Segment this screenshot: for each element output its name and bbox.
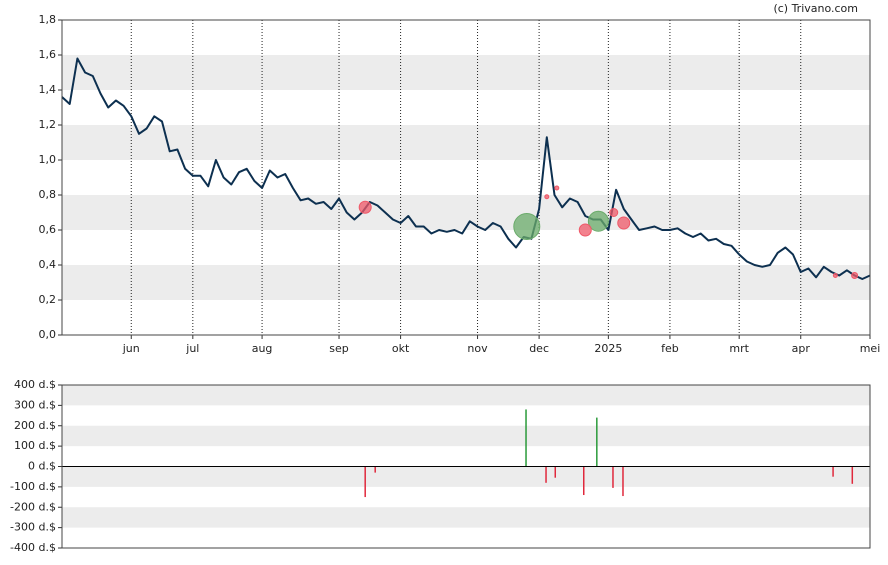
grid-band	[62, 385, 870, 406]
y-tick-label: 0,6	[39, 223, 57, 236]
y-tick-label: 1,2	[39, 118, 57, 131]
price-line	[61, 57, 871, 280]
y-tick-label: 100 d.$	[14, 439, 56, 452]
y-tick-label: 0,4	[39, 258, 57, 271]
y-tick-label: 1,0	[39, 153, 57, 166]
y-tick-label: 0,0	[39, 328, 57, 341]
x-tick-label: dec	[529, 342, 549, 355]
x-tick-label: nov	[467, 342, 488, 355]
y-tick-label: 0,2	[39, 293, 57, 306]
grid-band	[62, 125, 870, 160]
y-tick-label: 1,4	[39, 83, 57, 96]
grid-band	[62, 55, 870, 90]
x-tick-label: mei	[860, 342, 881, 355]
y-tick-label: 1,8	[39, 13, 57, 26]
y-tick-label: 300 d.$	[14, 398, 56, 411]
trade-marker	[554, 185, 560, 191]
x-tick-label: 2025	[594, 342, 622, 355]
grid-band	[62, 265, 870, 300]
y-tick-label: 0 d.$	[28, 460, 56, 473]
trade-marker	[832, 273, 838, 278]
x-tick-label: jul	[185, 342, 199, 355]
y-tick-label: 400 d.$	[14, 378, 56, 391]
trade-marker	[578, 223, 592, 237]
grid-band	[62, 466, 870, 487]
x-tick-label: okt	[392, 342, 410, 355]
trade-marker	[513, 213, 541, 240]
y-tick-label: -100 d.$	[10, 480, 56, 493]
credit: (c) Trivano.com	[773, 2, 858, 15]
x-tick-label: aug	[252, 342, 273, 355]
x-tick-label: jun	[122, 342, 140, 355]
y-tick-label: -300 d.$	[10, 521, 56, 534]
trade-marker	[544, 194, 550, 200]
plot-frame	[61, 19, 871, 336]
grid-band	[62, 507, 870, 528]
grid-band	[62, 425, 870, 447]
x-tick-label: apr	[792, 342, 811, 355]
trade-marker	[609, 208, 619, 217]
trade-marker	[617, 216, 631, 230]
x-tick-label: sep	[329, 342, 348, 355]
trade-marker	[358, 200, 372, 214]
y-tick-label: -400 d.$	[10, 541, 56, 554]
y-tick-label: 1,6	[39, 48, 57, 61]
trade-marker	[587, 210, 609, 232]
grid-band	[62, 195, 870, 230]
trade-marker	[851, 272, 859, 279]
x-tick-label: feb	[661, 342, 679, 355]
y-tick-label: -200 d.$	[10, 500, 56, 513]
plot-frame	[61, 384, 871, 549]
x-tick-label: mrt	[729, 342, 749, 355]
y-tick-label: 200 d.$	[14, 419, 56, 432]
y-tick-label: 0,8	[39, 188, 57, 201]
